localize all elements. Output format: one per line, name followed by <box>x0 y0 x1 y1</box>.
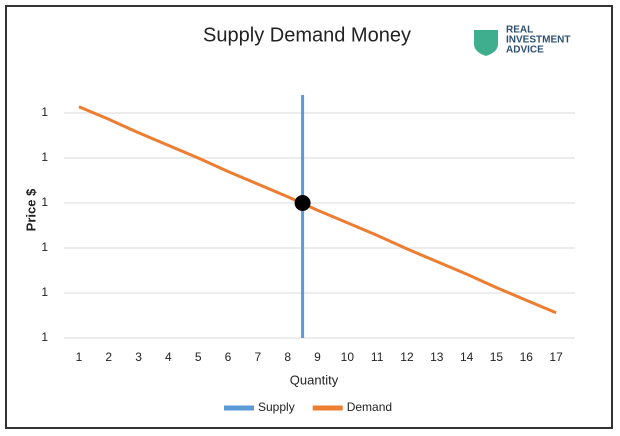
y-axis-label: Price $ <box>23 188 38 231</box>
logo-text: INVESTMENT <box>506 35 570 46</box>
x-tick-label: 4 <box>165 350 172 364</box>
logo-icon <box>474 30 498 56</box>
y-tick-label: 1 <box>41 150 48 164</box>
x-tick-label: 9 <box>314 350 321 364</box>
x-tick-label: 5 <box>195 350 202 364</box>
x-tick-label: 12 <box>400 350 414 364</box>
y-tick-label: 1 <box>41 330 48 344</box>
x-tick-label: 6 <box>225 350 232 364</box>
x-tick-label: 13 <box>430 350 444 364</box>
x-tick-label: 14 <box>460 350 474 364</box>
legend-label: Supply <box>258 400 295 414</box>
x-axis-label: Quantity <box>290 372 339 387</box>
series-line <box>78 105 557 315</box>
equilibrium-point <box>294 195 311 211</box>
x-tick-label: 11 <box>371 350 384 364</box>
logo-text: ADVICE <box>506 45 544 56</box>
x-tick-label: 15 <box>490 350 504 364</box>
x-tick-label: 7 <box>255 350 262 364</box>
y-tick-label: 1 <box>41 195 48 209</box>
x-tick-label: 1 <box>76 350 83 364</box>
x-tick-label: 8 <box>284 350 291 364</box>
x-tick-label: 17 <box>549 350 563 364</box>
y-tick-label: 1 <box>41 105 48 119</box>
y-tick-label: 1 <box>41 285 48 299</box>
x-tick-label: 2 <box>105 350 112 364</box>
y-tick-label: 1 <box>41 240 48 254</box>
x-tick-label: 10 <box>341 350 355 364</box>
legend-label: Demand <box>347 400 392 414</box>
x-tick-label: 3 <box>135 350 142 364</box>
logo-text: REAL <box>506 25 533 36</box>
frame <box>5 5 613 429</box>
chart-title: Supply Demand Money <box>203 24 411 46</box>
x-tick-label: 16 <box>520 350 534 364</box>
